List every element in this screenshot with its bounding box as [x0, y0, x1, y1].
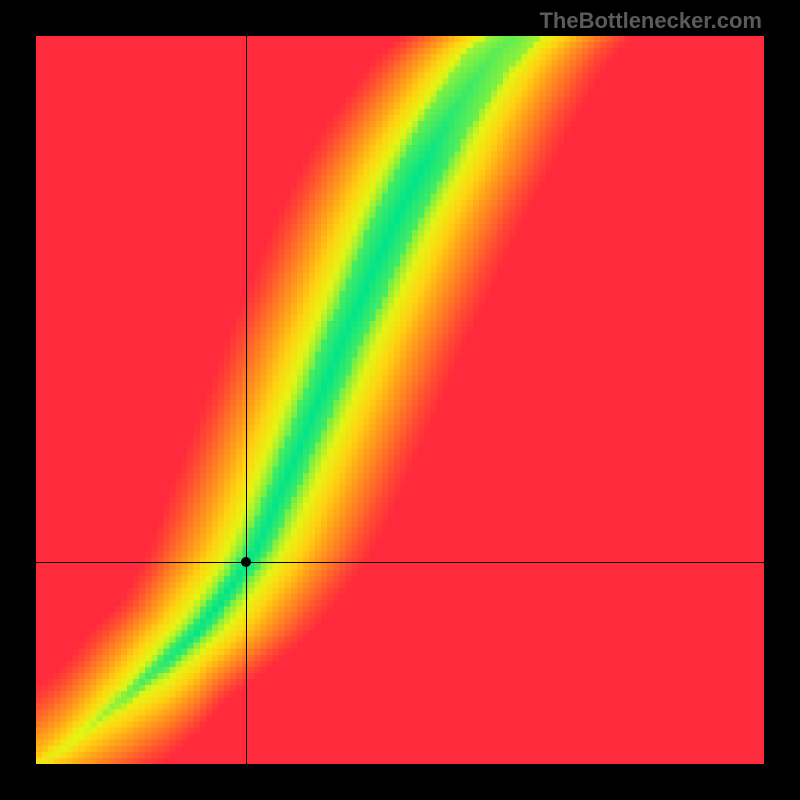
crosshair-horizontal — [36, 562, 764, 563]
selected-point-marker — [241, 557, 251, 567]
watermark-text: TheBottlenecker.com — [539, 8, 762, 34]
bottleneck-heatmap — [36, 36, 764, 764]
crosshair-vertical — [246, 36, 247, 764]
chart-container: TheBottlenecker.com — [0, 0, 800, 800]
